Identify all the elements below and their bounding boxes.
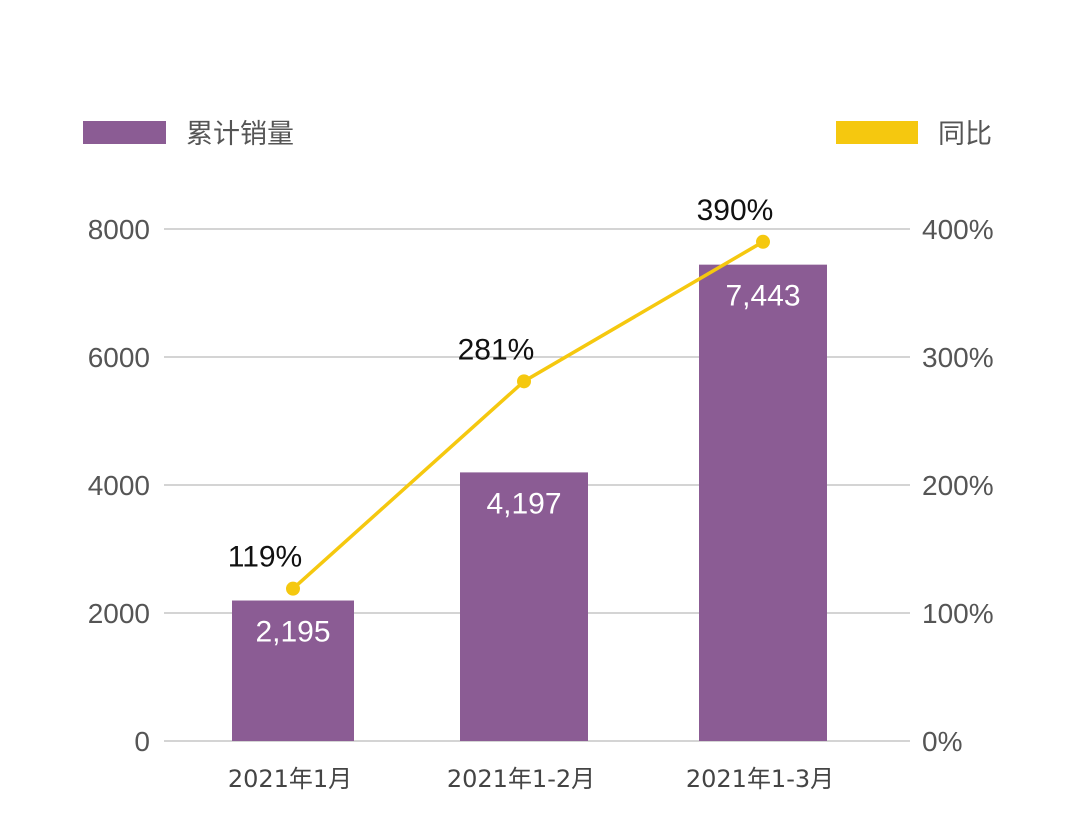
- bar-value-label: 4,197: [486, 487, 561, 520]
- yoy-point: [756, 234, 770, 249]
- yoy-value-label: 281%: [458, 333, 535, 366]
- bar-labels: 2,195 4,197 7,443: [255, 280, 800, 649]
- bars: [232, 264, 827, 741]
- yoy-point: [286, 581, 300, 596]
- bar: [699, 264, 827, 741]
- legend-label-yoy: 同比: [938, 119, 992, 150]
- x-axis-ticks: 2021年1月 2021年1-2月 2021年1-3月: [228, 765, 834, 793]
- left-tick-label: 0: [134, 726, 150, 757]
- right-tick-label: 400%: [922, 214, 994, 245]
- legend-label-sales: 累计销量: [186, 119, 294, 150]
- bar: [232, 600, 354, 741]
- bar-value-label: 2,195: [255, 616, 330, 649]
- yoy-value-label: 119%: [228, 541, 303, 574]
- left-axis-ticks: 0 2000 4000 6000 8000: [88, 214, 150, 757]
- left-tick-label: 2000: [88, 598, 150, 629]
- yoy-point: [517, 374, 531, 389]
- yoy-line-layer: [286, 234, 770, 596]
- legend-swatch-yoy: [836, 121, 918, 144]
- x-tick-label: 2021年1-3月: [686, 765, 834, 793]
- x-tick-label: 2021年1-2月: [447, 765, 595, 793]
- x-tick-label: 2021年1月: [228, 765, 352, 793]
- right-tick-label: 200%: [922, 470, 994, 501]
- left-tick-label: 8000: [88, 214, 150, 245]
- right-tick-label: 300%: [922, 342, 994, 373]
- left-tick-label: 4000: [88, 470, 150, 501]
- left-tick-label: 6000: [88, 342, 150, 373]
- bar: [460, 472, 588, 741]
- right-axis-ticks: 0% 100% 200% 300% 400%: [922, 214, 994, 757]
- legend: 累计销量 同比: [83, 119, 992, 150]
- right-tick-label: 100%: [922, 598, 994, 629]
- bar-value-label: 7,443: [725, 280, 800, 313]
- yoy-value-label: 390%: [697, 194, 774, 227]
- right-tick-label: 0%: [922, 726, 962, 757]
- yoy-labels: 119% 281% 390%: [228, 194, 774, 574]
- legend-swatch-sales: [83, 121, 166, 144]
